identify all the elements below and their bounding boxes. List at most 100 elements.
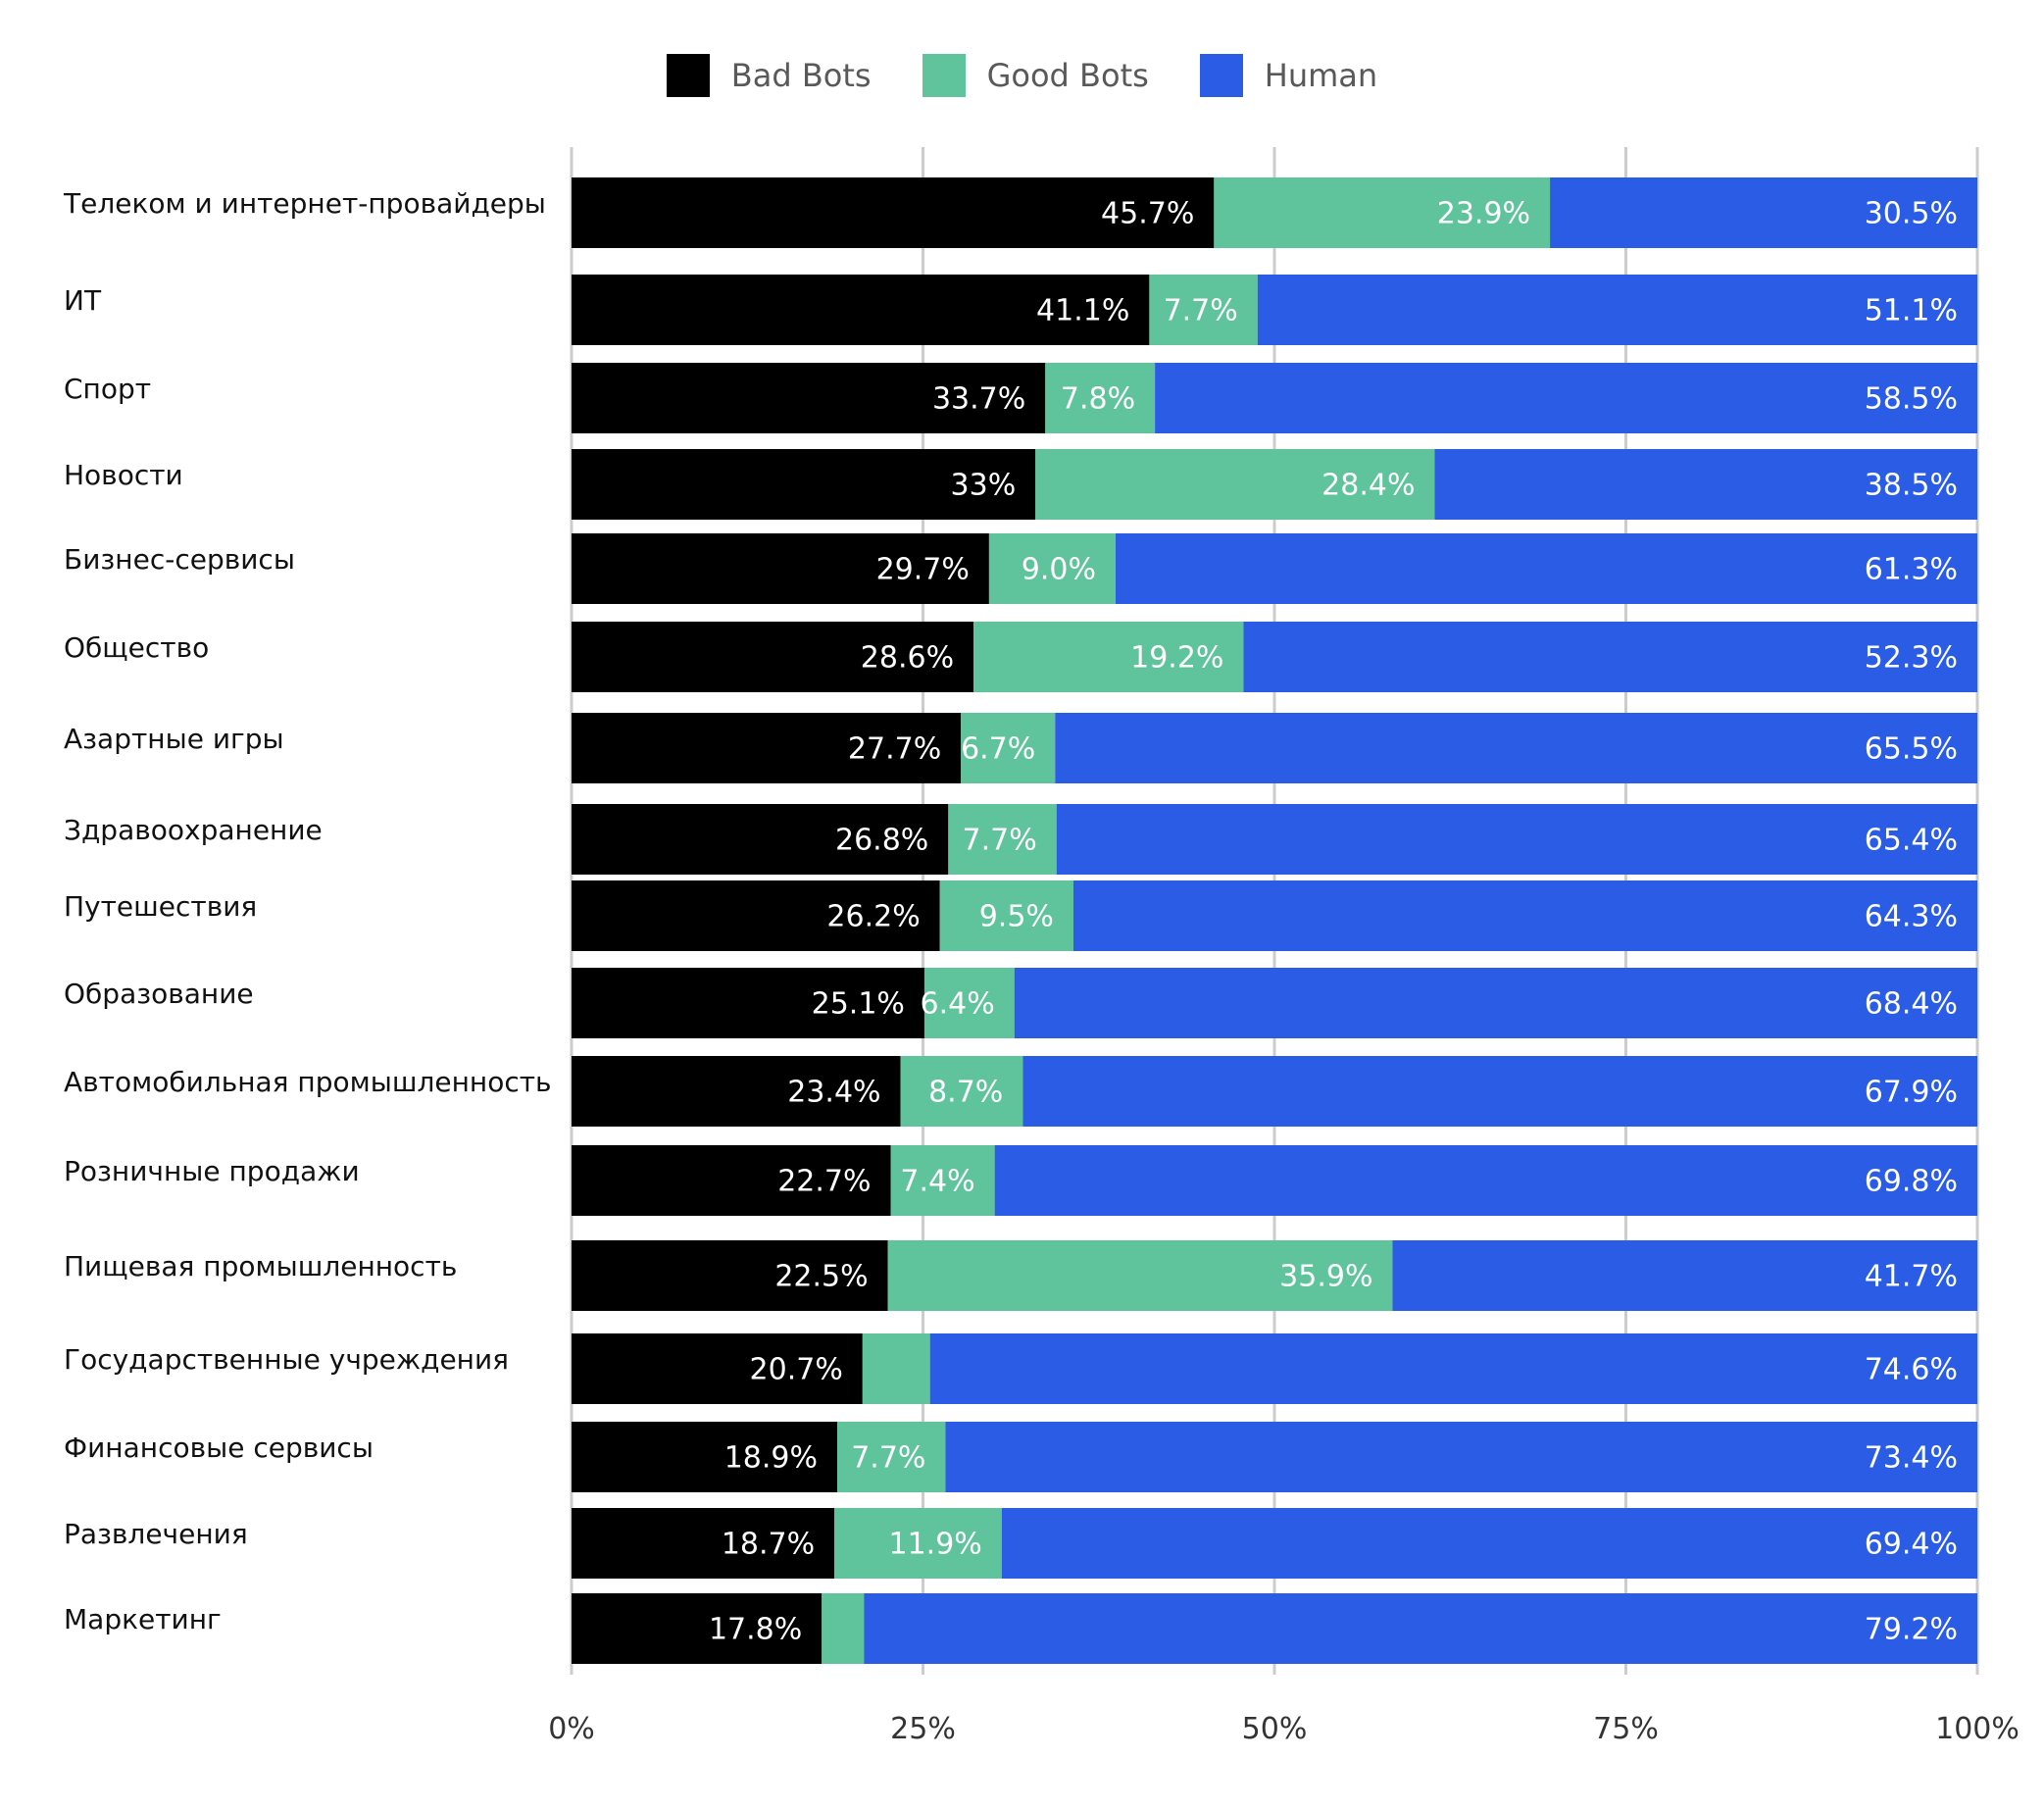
bar-segment-bad-bots: [572, 449, 1036, 520]
category-label: ИТ: [64, 284, 102, 317]
data-label: 30.5%: [1865, 197, 1958, 231]
legend-label-bad-bots: Bad Bots: [730, 57, 872, 94]
bar-segment-human: [1001, 1508, 1977, 1579]
data-label: 26.2%: [826, 900, 920, 934]
bar-segment-human: [929, 1333, 1978, 1404]
x-tick-label: 0%: [548, 1712, 595, 1746]
data-label: 8.7%: [928, 1076, 1003, 1110]
bar-segment-human: [1055, 713, 1977, 783]
bar-segment-bad-bots: [572, 1333, 863, 1404]
category-label: Розничные продажи: [64, 1155, 360, 1187]
bar-segment-bad-bots: [572, 177, 1215, 248]
category-label: Маркетинг: [64, 1603, 222, 1635]
bar-segment-human: [1392, 1240, 1977, 1311]
x-tick-label: 75%: [1593, 1712, 1659, 1746]
bar-segment-good-bots: [939, 880, 1073, 951]
data-label: 45.7%: [1101, 197, 1194, 231]
bar-segment-bad-bots: [572, 1508, 835, 1579]
bar-segment-good-bots: [1214, 177, 1551, 248]
category-label: Образование: [64, 978, 254, 1010]
bar-segment-human: [864, 1593, 1977, 1664]
bar-segment-human: [1243, 622, 1977, 692]
legend-swatch-human: [1199, 54, 1243, 97]
category-label: Телеком и интернет-провайдеры: [63, 187, 546, 220]
legend-item-bad-bots: Bad Bots: [666, 54, 872, 97]
data-label: 69.8%: [1865, 1165, 1958, 1199]
data-label: 68.4%: [1865, 987, 1958, 1022]
category-label: Новости: [64, 459, 183, 491]
category-label: Автомобильная промышленность: [64, 1066, 552, 1098]
data-label: 33.7%: [932, 382, 1025, 417]
bar-segment-human: [1155, 363, 1977, 433]
bar-segment-bad-bots: [572, 363, 1046, 433]
x-tick-label: 50%: [1242, 1712, 1308, 1746]
legend-item-human: Human: [1199, 54, 1378, 97]
bar-segment-bad-bots: [572, 1145, 891, 1216]
bar-segment-good-bots: [890, 1145, 995, 1216]
bar-segment-human: [1022, 1056, 1977, 1127]
legend-label-human: Human: [1264, 57, 1378, 94]
data-label: 51.1%: [1865, 294, 1958, 328]
category-label: Пищевая промышленность: [64, 1250, 457, 1282]
data-label: 64.3%: [1865, 900, 1958, 934]
bar-segment-bad-bots: [572, 1056, 901, 1127]
bar-segment-good-bots: [834, 1508, 1002, 1579]
bar-segment-bad-bots: [572, 1593, 823, 1664]
legend-item-good-bots: Good Bots: [922, 54, 1149, 97]
data-label: 9.0%: [1022, 553, 1096, 587]
data-label: 20.7%: [750, 1353, 843, 1387]
data-label: 26.8%: [835, 824, 928, 858]
bar-segment-human: [1115, 533, 1977, 604]
data-label: 7.7%: [851, 1441, 925, 1476]
data-label: 65.5%: [1865, 732, 1958, 767]
bar-segment-bad-bots: [572, 804, 949, 875]
data-label: 9.5%: [979, 900, 1054, 934]
bar-segment-bad-bots: [572, 1240, 888, 1311]
data-label: 7.7%: [963, 824, 1037, 858]
data-label: 61.3%: [1865, 553, 1958, 587]
data-label: 69.4%: [1865, 1528, 1958, 1562]
data-label: 25.1%: [812, 987, 905, 1022]
data-label: 6.4%: [920, 987, 994, 1022]
data-label: 65.4%: [1865, 824, 1958, 858]
data-label: 28.4%: [1321, 469, 1415, 503]
data-label: 19.2%: [1130, 641, 1223, 676]
bar-segment-human: [1434, 449, 1977, 520]
bar-segment-good-bots: [1035, 449, 1435, 520]
data-label: 29.7%: [876, 553, 970, 587]
legend: Bad Bots Good Bots Human: [0, 54, 2044, 97]
legend-swatch-bad-bots: [666, 54, 710, 97]
bar-segment-bad-bots: [572, 533, 989, 604]
data-label: 58.5%: [1865, 382, 1958, 417]
data-label: 7.7%: [1164, 294, 1238, 328]
category-label: Спорт: [64, 373, 151, 405]
bar-segment-human: [1014, 968, 1977, 1038]
bar-segment-good-bots: [900, 1056, 1023, 1127]
data-label: 18.9%: [724, 1441, 818, 1476]
data-label: 11.9%: [888, 1528, 981, 1562]
data-label: 28.6%: [861, 641, 954, 676]
legend-label-good-bots: Good Bots: [986, 57, 1149, 94]
data-label: 23.4%: [787, 1076, 880, 1110]
bar-segment-good-bots: [862, 1333, 930, 1404]
data-label: 41.7%: [1865, 1260, 1958, 1294]
bar-segment-human: [1550, 177, 1977, 248]
data-label: 52.3%: [1865, 641, 1958, 676]
bar-segment-good-bots: [1045, 363, 1156, 433]
bar-segment-good-bots: [1149, 275, 1258, 345]
data-label: 27.7%: [848, 732, 941, 767]
bar-segment-bad-bots: [572, 713, 962, 783]
bar-segment-good-bots: [973, 622, 1244, 692]
category-label: Общество: [64, 631, 209, 664]
data-label: 38.5%: [1865, 469, 1958, 503]
data-label: 18.7%: [722, 1528, 815, 1562]
bar-segment-good-bots: [948, 804, 1057, 875]
bar-segment-good-bots: [822, 1593, 865, 1664]
bar-segment-bad-bots: [572, 880, 940, 951]
data-label: 74.6%: [1865, 1353, 1958, 1387]
data-label: 7.4%: [900, 1165, 974, 1199]
data-label: 22.7%: [777, 1165, 871, 1199]
bar-segment-human: [1072, 880, 1977, 951]
